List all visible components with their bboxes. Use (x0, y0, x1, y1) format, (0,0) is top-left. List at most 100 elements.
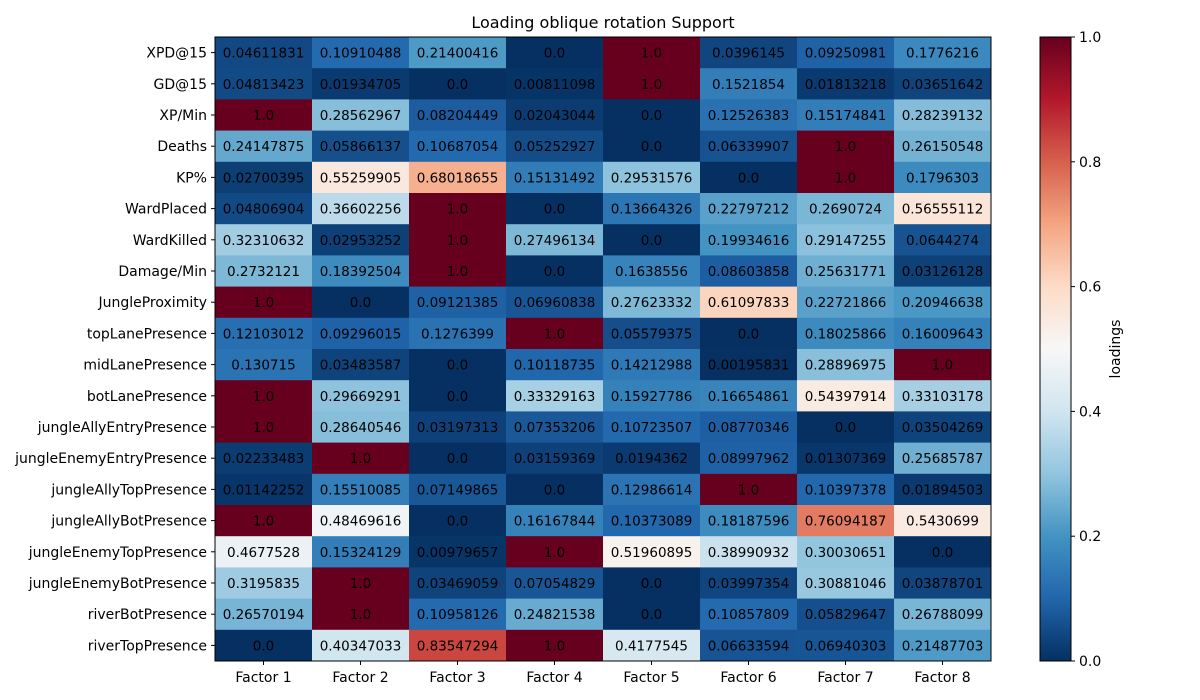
cell-value-label: 0.28896975 (805, 358, 887, 374)
heatmap-cell (409, 598, 507, 631)
heatmap-cell (506, 317, 604, 350)
cell-value-label: 0.10958126 (417, 607, 499, 623)
cell-value-label: 0.10397378 (805, 482, 887, 498)
heatmap-cell (894, 37, 992, 69)
heatmap-cell (797, 224, 895, 256)
cell-value-label: 0.29147255 (805, 233, 887, 249)
heatmap-cell (797, 193, 895, 225)
cell-value-label: 0.08997962 (708, 451, 790, 467)
cell-value-label: 0.0 (447, 514, 468, 530)
heatmap-cell (506, 473, 604, 506)
heatmap-cell (894, 286, 992, 319)
heatmap-cell (506, 99, 604, 132)
cell-value-label: 0.05252927 (514, 139, 596, 155)
row-label: KP% (176, 170, 207, 186)
cell-value-label: 0.03159369 (514, 451, 596, 467)
heatmap-cell (312, 536, 410, 568)
cell-value-label: 0.36602256 (320, 202, 402, 218)
heatmap-cell (312, 629, 410, 662)
cell-value-label: 0.25685787 (902, 451, 984, 467)
heatmap-cell (506, 161, 604, 194)
cell-value-label: 0.0 (350, 295, 371, 311)
column-label: Factor 7 (817, 670, 873, 686)
row-label: jungleAllyBotPresence (50, 514, 207, 530)
cell-value-label: 0.06339907 (708, 139, 790, 155)
row-label: jungleAllyEntryPresence (37, 420, 207, 436)
heatmap-cell (894, 161, 992, 194)
row-label: riverBotPresence (88, 607, 207, 623)
heatmap-cell (700, 130, 798, 163)
heatmap-cell (215, 598, 313, 631)
cell-value-label: 0.26150548 (902, 139, 984, 155)
colorbar (1039, 36, 1072, 662)
column-label: Factor 2 (332, 670, 388, 686)
heatmap-cell (797, 380, 895, 412)
heatmap-cell (215, 130, 313, 163)
row-label: botLanePresence (87, 389, 207, 405)
cell-value-label: 0.1796303 (906, 170, 979, 186)
cell-value-label: 0.51960895 (611, 545, 693, 561)
column-label: Factor 6 (720, 670, 776, 686)
heatmap-cell (894, 505, 992, 537)
heatmap-cell (700, 317, 798, 350)
heatmap-cell (312, 380, 410, 412)
heatmap-cell (603, 161, 701, 194)
heatmap-cell (506, 536, 604, 568)
heatmap-cell (894, 411, 992, 444)
cell-value-label: 0.02700395 (223, 170, 305, 186)
cell-value-label: 0.09250981 (805, 46, 887, 62)
cell-value-label: 0.10723507 (611, 420, 693, 436)
cell-value-label: 0.01894503 (902, 482, 984, 498)
heatmap-cell (603, 380, 701, 412)
cell-value-label: 0.02953252 (320, 233, 402, 249)
heatmap-cell (409, 99, 507, 132)
heatmap-cell (894, 598, 992, 631)
heatmap-cell (894, 224, 992, 256)
cell-value-label: 0.130715 (231, 358, 295, 374)
heatmap-cell (700, 536, 798, 568)
cell-value-label: 1.0 (544, 545, 565, 561)
cell-value-label: 0.01307369 (805, 451, 887, 467)
cell-value-label: 1.0 (932, 358, 953, 374)
heatmap-cell (312, 161, 410, 194)
heatmap-cell (215, 442, 313, 475)
colorbar-tick-label: 0.6 (1079, 280, 1101, 296)
row-label: Damage/Min (118, 264, 207, 280)
heatmap-cell (506, 598, 604, 631)
cell-value-label: 0.13664326 (611, 202, 693, 218)
cell-value-label: 0.2732121 (227, 264, 300, 280)
heatmap-cell (312, 193, 410, 225)
heatmap-cell (409, 629, 507, 662)
cell-value-label: 0.00195831 (708, 358, 790, 374)
cell-value-label: 1.0 (253, 108, 274, 124)
heatmap-cell (797, 473, 895, 506)
heatmap-cell (312, 99, 410, 132)
cell-value-label: 0.08204449 (417, 108, 499, 124)
heatmap-cell (894, 193, 992, 225)
heatmap-cell (215, 161, 313, 194)
heatmap-cell (312, 442, 410, 475)
heatmap-cell (215, 286, 313, 319)
cell-value-label: 0.09121385 (417, 295, 499, 311)
heatmap-cell (700, 629, 798, 662)
cell-value-label: 0.12986614 (611, 482, 693, 498)
cell-value-label: 0.0 (641, 233, 662, 249)
cell-value-label: 0.2690724 (809, 202, 882, 218)
cell-value-label: 0.05866137 (320, 139, 402, 155)
cell-value-label: 0.27496134 (514, 233, 596, 249)
heatmap-cell (603, 193, 701, 225)
cell-value-label: 0.0 (447, 389, 468, 405)
cell-value-label: 0.03878701 (902, 576, 984, 592)
heatmap-cell (603, 598, 701, 631)
cell-value-label: 0.16654861 (708, 389, 790, 405)
heatmap-cell (700, 224, 798, 256)
cell-value-label: 0.03651642 (902, 77, 984, 93)
heatmap-cell (894, 349, 992, 381)
heatmap-cell (215, 629, 313, 662)
cell-value-label: 0.00979657 (417, 545, 499, 561)
heatmap-cell (894, 99, 992, 132)
heatmap-cell (797, 130, 895, 163)
cell-value-label: 1.0 (447, 233, 468, 249)
heatmap-cell (409, 567, 507, 600)
cell-value-label: 0.25631771 (805, 264, 887, 280)
